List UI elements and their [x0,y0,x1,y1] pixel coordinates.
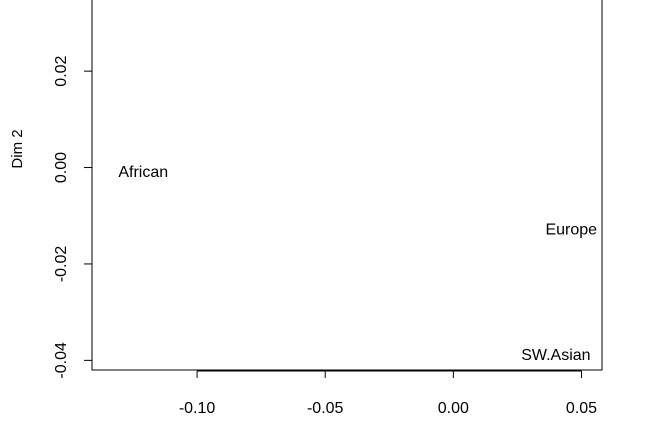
y-tick-label: -0.04 [53,342,70,379]
point-label: African [118,164,168,181]
x-tick-label: 0.05 [566,400,597,417]
y-tick-label: -0.02 [53,246,70,283]
y-tick-label: 0.02 [53,55,70,86]
x-tick-label: 0.00 [438,400,469,417]
y-tick-label: 0.00 [53,152,70,183]
x-tick-label: -0.10 [179,400,216,417]
point-labels: African Europe SW.Asian [118,164,597,364]
x-tick-label: -0.05 [307,400,344,417]
point-label: SW.Asian [521,347,590,364]
y-axis: 0.040.020.00-0.02-0.04 [53,0,93,379]
y-axis-title: Dim 2 [9,129,26,168]
plot-frame [91,0,603,371]
point-label: Europe [545,222,597,239]
x-axis: -0.10 -0.05 0.00 0.05 [179,370,597,417]
